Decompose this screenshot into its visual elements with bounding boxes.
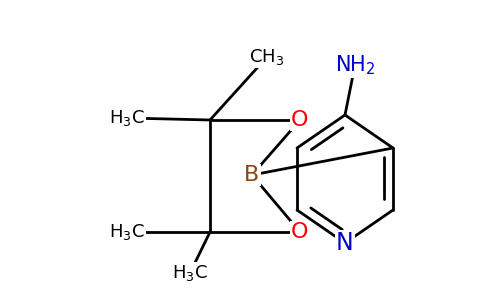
Text: H$_3$C: H$_3$C	[109, 108, 145, 128]
Text: NH$_2$: NH$_2$	[334, 53, 375, 77]
Text: H$_3$C: H$_3$C	[109, 222, 145, 242]
Text: O: O	[291, 222, 309, 242]
Text: B: B	[244, 165, 259, 185]
Text: N: N	[336, 231, 354, 255]
Text: O: O	[291, 110, 309, 130]
Text: H$_3$C: H$_3$C	[172, 263, 208, 283]
Text: CH$_3$: CH$_3$	[249, 47, 285, 67]
